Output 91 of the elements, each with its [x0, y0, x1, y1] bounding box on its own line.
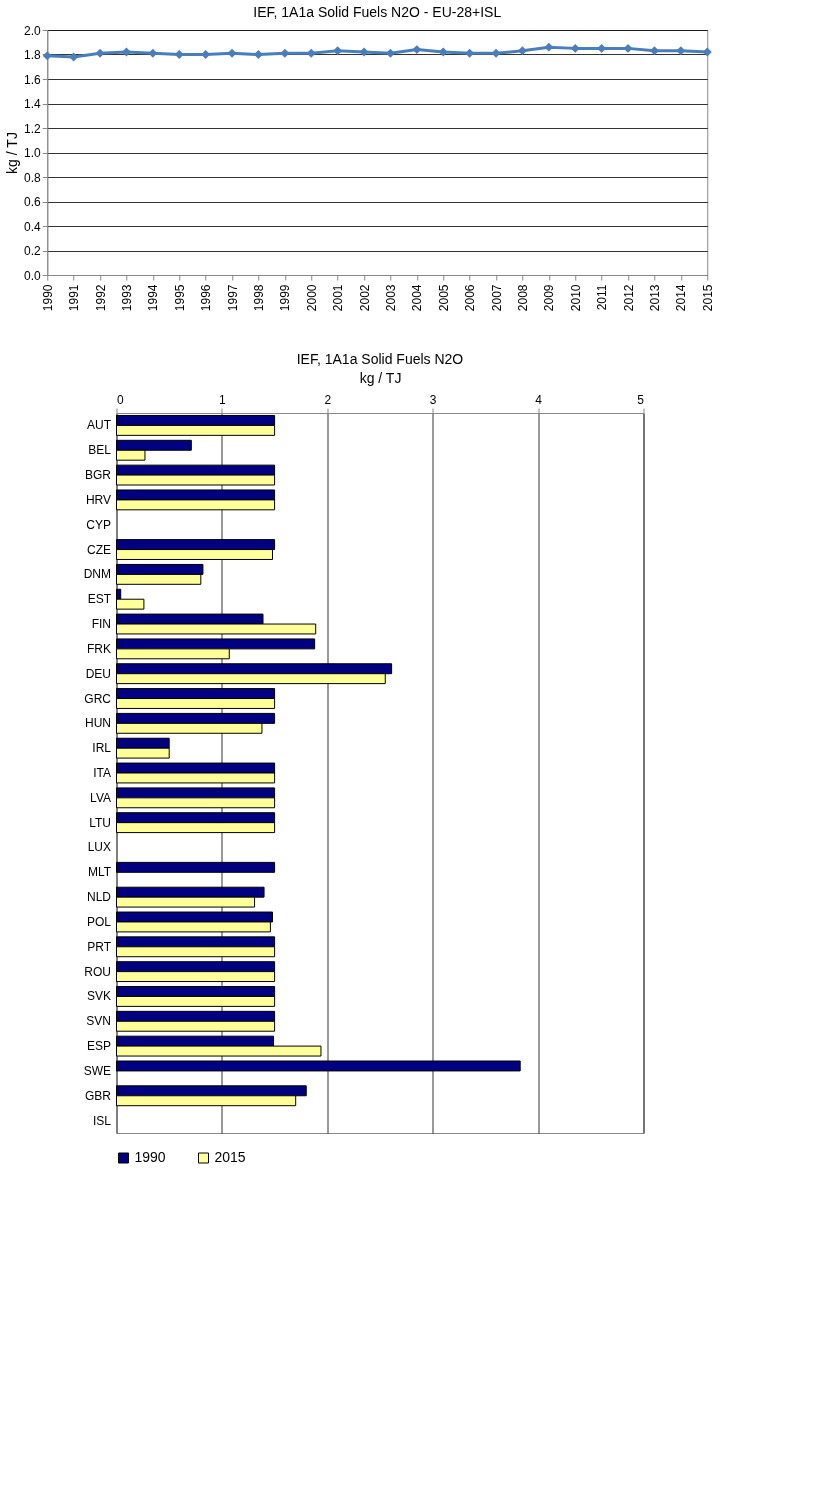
y-tick-label: 2.0 [24, 23, 42, 38]
y-tick-label: 1.8 [24, 48, 42, 62]
point [649, 46, 659, 56]
y-tick-label: NLD [86, 890, 112, 905]
x-tick-label: 1 [219, 392, 227, 407]
y-tick-label: MLT [87, 865, 112, 880]
y-tick-label: 0.8 [24, 170, 42, 185]
y-tick-label: CZE [87, 542, 111, 557]
x-tick-label: 2000 [304, 284, 319, 312]
x-tick-label: 1991 [67, 284, 82, 312]
x-axis-title: kg / TJ [359, 369, 402, 386]
x-tick-label: 2010 [568, 284, 583, 312]
x-tick-label: 2 [324, 392, 332, 407]
x-tick-label: 1993 [119, 284, 134, 312]
chart-title: IEF, 1A1a Solid Fuels N2O - EU-28+ISL [253, 4, 502, 20]
y-tick-label: PRT [87, 939, 112, 954]
point [438, 47, 448, 57]
y-tick-label: GBR [84, 1088, 112, 1103]
y-tick-label: SWE [83, 1063, 111, 1078]
x-tick-label: 2008 [515, 284, 530, 312]
y-tick-label: 0.2 [24, 244, 42, 258]
point [333, 46, 343, 56]
point [570, 43, 580, 53]
y-tick-label: DEU [85, 666, 111, 681]
y-tick-label: ISL [92, 1113, 112, 1128]
x-tick-label: 2004 [410, 284, 425, 312]
y-tick-label: 1.0 [24, 146, 42, 160]
y-tick-label: 0.6 [24, 195, 42, 209]
y-tick-label: 1.2 [24, 121, 42, 136]
y-tick-label: EST [87, 592, 112, 607]
y-tick-label: FIN [91, 617, 111, 632]
point [491, 48, 501, 58]
x-tick-label: 1994 [146, 284, 161, 312]
x-tick-label: 1996 [199, 284, 214, 312]
point [676, 46, 686, 56]
legend-label: 1990 [134, 1149, 166, 1165]
x-tick-label: 1998 [251, 284, 266, 312]
y-tick-label: POL [86, 914, 112, 929]
y-tick-label: LUX [87, 840, 111, 855]
x-tick-label: 2005 [436, 284, 451, 312]
x-tick-label: 1999 [278, 284, 293, 312]
y-tick-label: BEL [88, 443, 112, 458]
y-tick-label: FRK [87, 641, 111, 656]
point [359, 47, 369, 57]
point [174, 50, 184, 59]
y-tick-label: 0.0 [24, 268, 42, 283]
y-tick-label: AUT [87, 418, 112, 433]
y-tick-label: BGR [84, 468, 112, 483]
chart-title: IEF, 1A1a Solid Fuels N2O [296, 351, 464, 367]
x-tick-label: 4 [535, 392, 543, 407]
x-tick-label: 2012 [621, 284, 636, 312]
legend-label: 2015 [214, 1149, 246, 1165]
y-tick-label: GRC [84, 691, 112, 706]
point [42, 51, 52, 61]
x-tick-label: 2013 [647, 284, 662, 312]
x-tick-label: 1995 [172, 284, 187, 312]
x-tick-label: 1990 [40, 284, 55, 312]
y-tick-label: HRV [85, 492, 111, 507]
y-tick-label: SVK [86, 989, 111, 1004]
x-tick-label: 2002 [357, 284, 372, 312]
x-tick-label: 3 [429, 392, 437, 407]
point [517, 46, 527, 56]
x-tick-label: 2006 [463, 284, 478, 312]
y-tick-label: CYP [86, 517, 111, 532]
point [201, 50, 211, 59]
x-tick-label: 2011 [595, 284, 610, 311]
x-tick-label: 2001 [331, 284, 346, 312]
y-tick-label: DNM [83, 567, 111, 582]
x-tick-label: 0 [117, 392, 124, 407]
y-tick-label: 1.6 [24, 72, 42, 87]
y-tick-label: ROU [84, 964, 111, 979]
x-tick-label: 1992 [93, 284, 108, 312]
y-tick-label: ITA [93, 766, 111, 780]
y-tick-label: HUN [85, 716, 111, 731]
y-tick-label: 1.4 [24, 97, 42, 111]
y-axis-title: kg / TJ [4, 132, 21, 174]
x-tick-label: 2007 [489, 284, 504, 312]
point [95, 48, 105, 58]
y-tick-label: ESP [86, 1039, 111, 1054]
y-tick-label: IRL [92, 741, 112, 756]
y-tick-label: LTU [89, 815, 111, 830]
x-tick-label: 5 [637, 392, 645, 407]
x-tick-label: 2009 [542, 284, 557, 312]
y-tick-label: LVA [90, 790, 111, 805]
y-tick-label: SVN [86, 1014, 111, 1029]
point [412, 45, 422, 55]
x-tick-label: 2014 [674, 284, 689, 312]
x-tick-label: 2015 [700, 284, 715, 312]
y-tick-label: 0.4 [24, 219, 42, 234]
x-tick-label: 1997 [225, 284, 240, 312]
x-tick-label: 2003 [383, 284, 398, 312]
